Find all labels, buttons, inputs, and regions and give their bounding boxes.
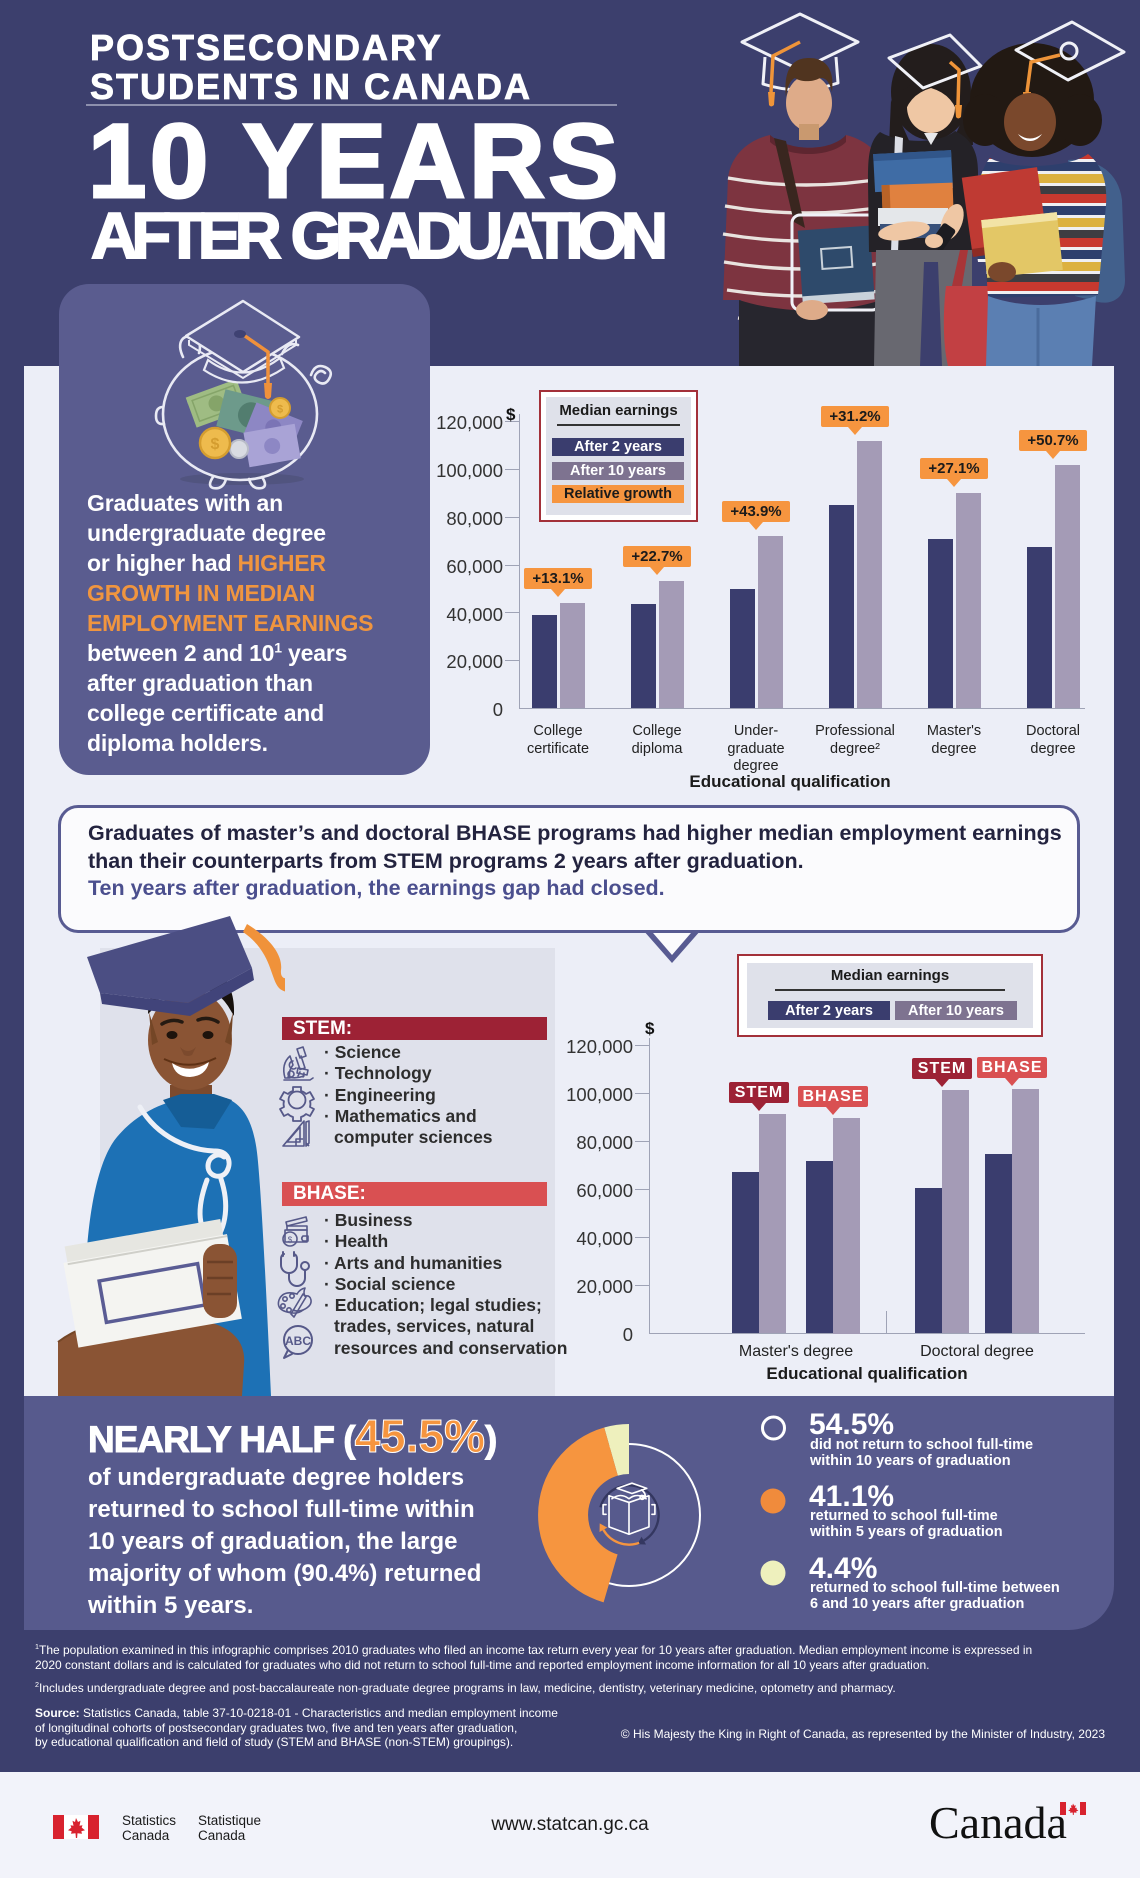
- svg-text:$: $: [277, 404, 283, 416]
- svg-text:$: $: [211, 436, 220, 453]
- svg-text:$: $: [288, 1236, 293, 1245]
- svg-text:ABC: ABC: [285, 1334, 311, 1348]
